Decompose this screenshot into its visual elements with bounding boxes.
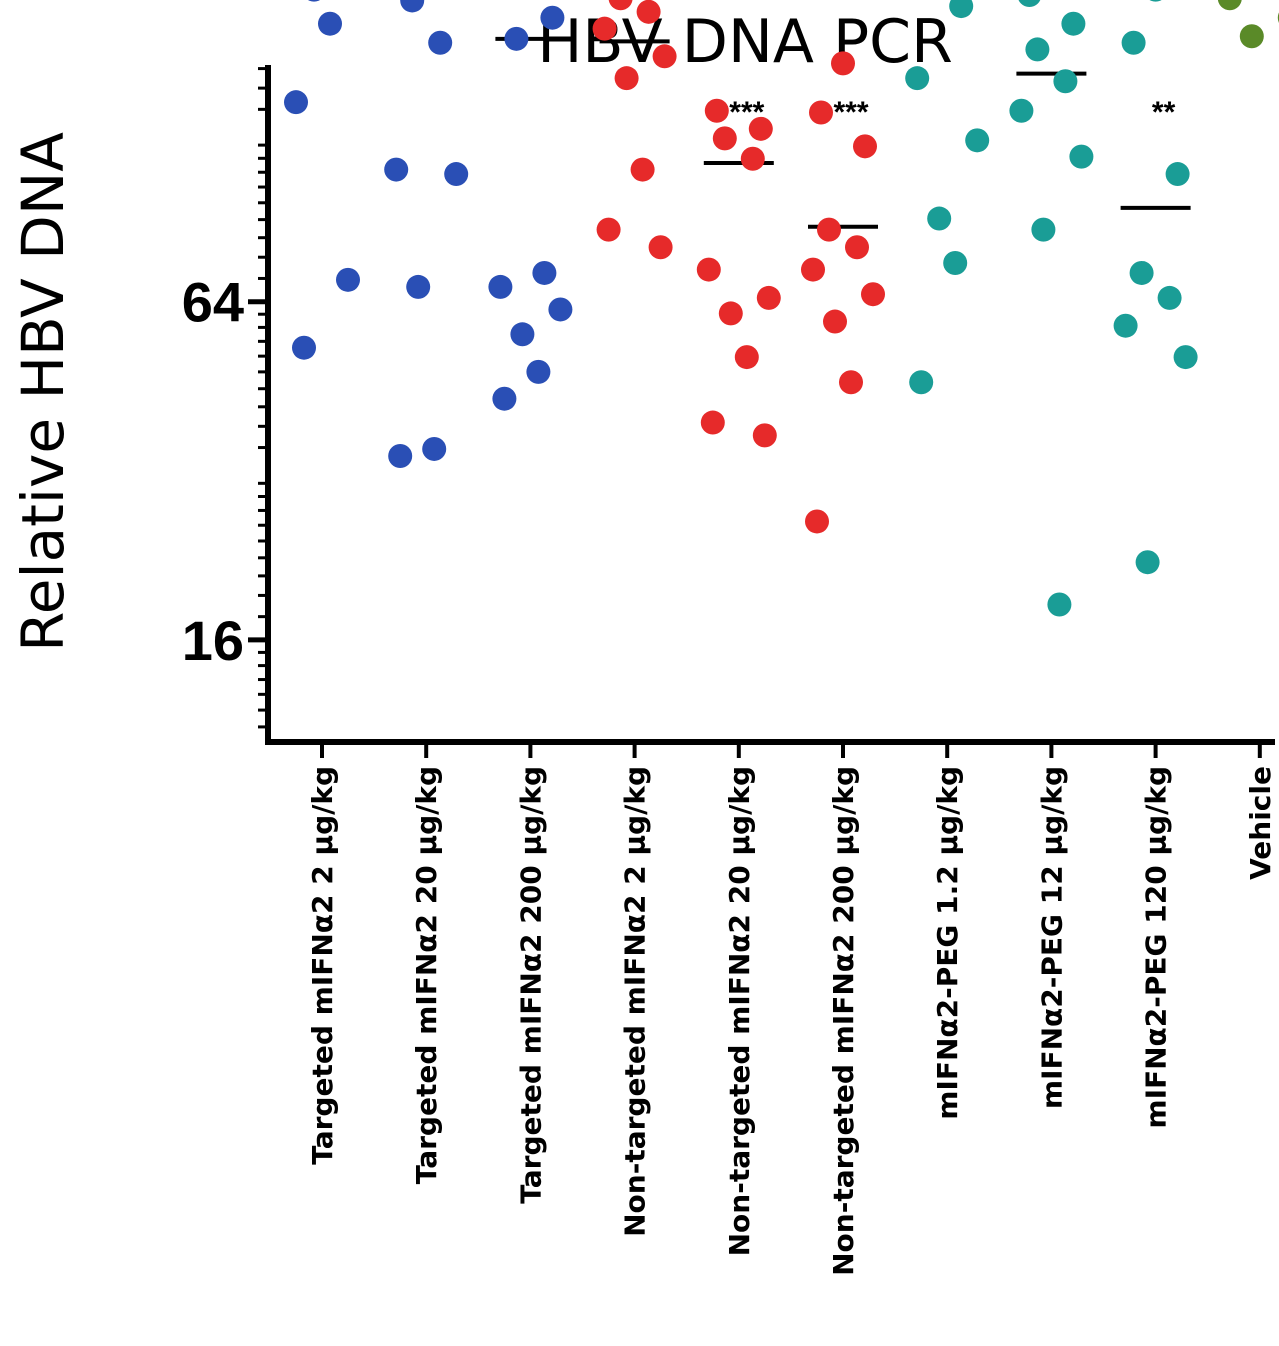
data-point [965,128,990,153]
significance-marks: *** *** ** [729,96,1175,129]
mean-lines [495,36,1191,229]
data-point [428,30,453,55]
data-point [1135,550,1160,575]
data-point [504,26,529,51]
data-point [1009,98,1034,123]
data-point [1149,0,1162,2]
data-point [532,260,557,285]
data-point [1047,592,1072,617]
data-point [652,44,677,69]
data-point [592,16,617,41]
data-point [292,335,316,360]
data-point [809,100,833,125]
significance-label: ** [1152,96,1176,129]
data-point [817,217,841,242]
data-point [700,410,725,435]
x-tick-label: mIFNα2-PEG 120 μg/kg [1140,766,1173,1129]
data-point [384,157,409,182]
x-tick-label: mIFNα2-PEG 1.2 μg/kg [931,766,964,1120]
data-point [853,134,877,159]
data-point [608,0,633,11]
data-point [845,235,869,260]
data-point [1239,24,1264,49]
data-point [839,370,863,395]
significance-label: *** [729,96,764,129]
data-point [801,257,825,282]
data-point [284,90,308,115]
data-point [740,146,765,171]
data-point [614,66,639,91]
data-point [336,267,360,292]
data-point [752,423,777,448]
data-point [636,0,661,24]
axes [248,65,1275,758]
x-tick-label: Targeted mIFNα2 200 μg/kg [514,766,547,1204]
y-axis-label: Relative HBV DNA [9,132,77,652]
data-point [1157,285,1182,310]
data-point [488,274,513,299]
data-point [1173,345,1198,370]
data-point [596,217,621,242]
significance-label: *** [833,96,868,129]
x-tick-label: Non-targeted mIFNα2 20 μg/kg [723,766,756,1256]
data-point [704,98,729,123]
x-tick-label: Targeted mIFNα2 2 μg/kg [306,766,339,1165]
chart-title: HBV DNA PCR [537,7,953,77]
data-point [540,5,565,30]
data-point [492,386,517,411]
data-point [1069,144,1094,169]
data-point [909,370,934,395]
data-point [1061,11,1086,36]
data-point [548,297,573,322]
x-tick-label: Targeted mIFNα2 20 μg/kg [410,766,443,1184]
data-point [712,126,737,151]
data-point [1217,0,1242,11]
data-point [422,436,447,461]
data-point [400,0,425,13]
data-point [718,301,743,326]
data-point [905,66,930,91]
x-tick-label: Vehicle [1244,766,1277,880]
data-point [1031,217,1056,242]
data-point [318,11,342,36]
data-point [927,206,952,231]
data-point [406,274,431,299]
data-point [748,116,773,141]
data-point [526,359,551,384]
data-point [388,444,413,469]
data-point [510,322,535,347]
data-point [756,285,781,310]
data-point [1113,313,1138,338]
data-point [1025,37,1050,62]
data-point [444,162,469,187]
data-point [805,509,829,534]
data-point [648,235,673,260]
tick-labels: 16642561024Targeted mIFNα2 2 μg/kgTarget… [182,271,1277,1276]
data-point [1129,260,1154,285]
data-point [861,282,885,307]
data-point [1121,30,1146,55]
data-point [630,157,655,182]
data-point [943,251,968,276]
x-tick-label: Non-targeted mIFNα2 200 μg/kg [827,766,860,1276]
data-point [307,0,321,2]
x-tick-label: mIFNα2-PEG 12 μg/kg [1035,766,1068,1109]
data-point [831,51,855,76]
data-point [1018,0,1041,7]
data-point [1165,162,1190,187]
x-tick-label: Non-targeted mIFNα2 2 μg/kg [619,766,652,1237]
y-tick-label: 64 [182,271,244,334]
data-points [284,0,1279,617]
y-tick-label: 16 [182,609,244,672]
data-point [734,345,759,370]
data-point [949,0,974,19]
data-point [1053,69,1078,94]
data-point [823,309,847,334]
data-point [696,257,721,282]
